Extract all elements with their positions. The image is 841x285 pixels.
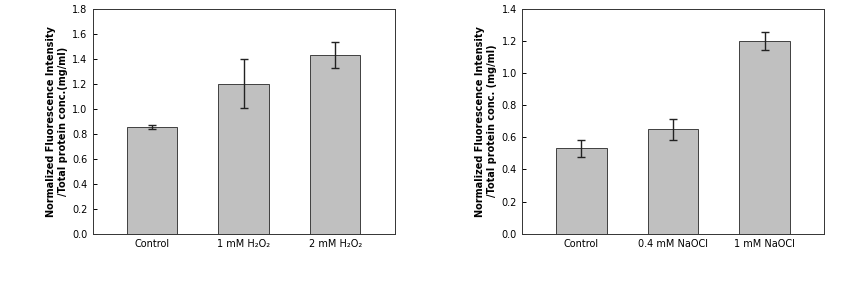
Bar bbox=[556, 148, 606, 234]
Bar bbox=[219, 84, 269, 234]
Bar bbox=[310, 55, 361, 234]
Bar bbox=[127, 127, 177, 234]
Y-axis label: Normalized Fluorescence Intensity
/Total protein conc.(mg/ml): Normalized Fluorescence Intensity /Total… bbox=[45, 26, 68, 217]
Bar bbox=[739, 41, 790, 234]
Bar bbox=[648, 129, 698, 234]
Y-axis label: Normalized Fluorescence Intensity
/Total protein conc. (mg/ml): Normalized Fluorescence Intensity /Total… bbox=[475, 26, 497, 217]
